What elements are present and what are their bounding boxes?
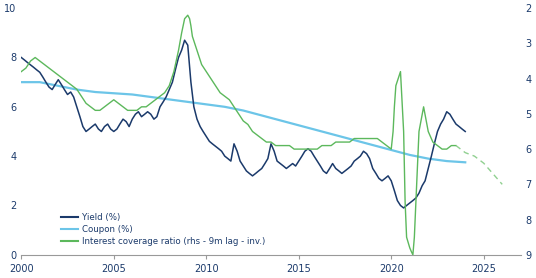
Legend: Yield (%), Coupon (%), Interest coverage ratio (rhs - 9m lag - inv.): Yield (%), Coupon (%), Interest coverage… [61,213,265,245]
